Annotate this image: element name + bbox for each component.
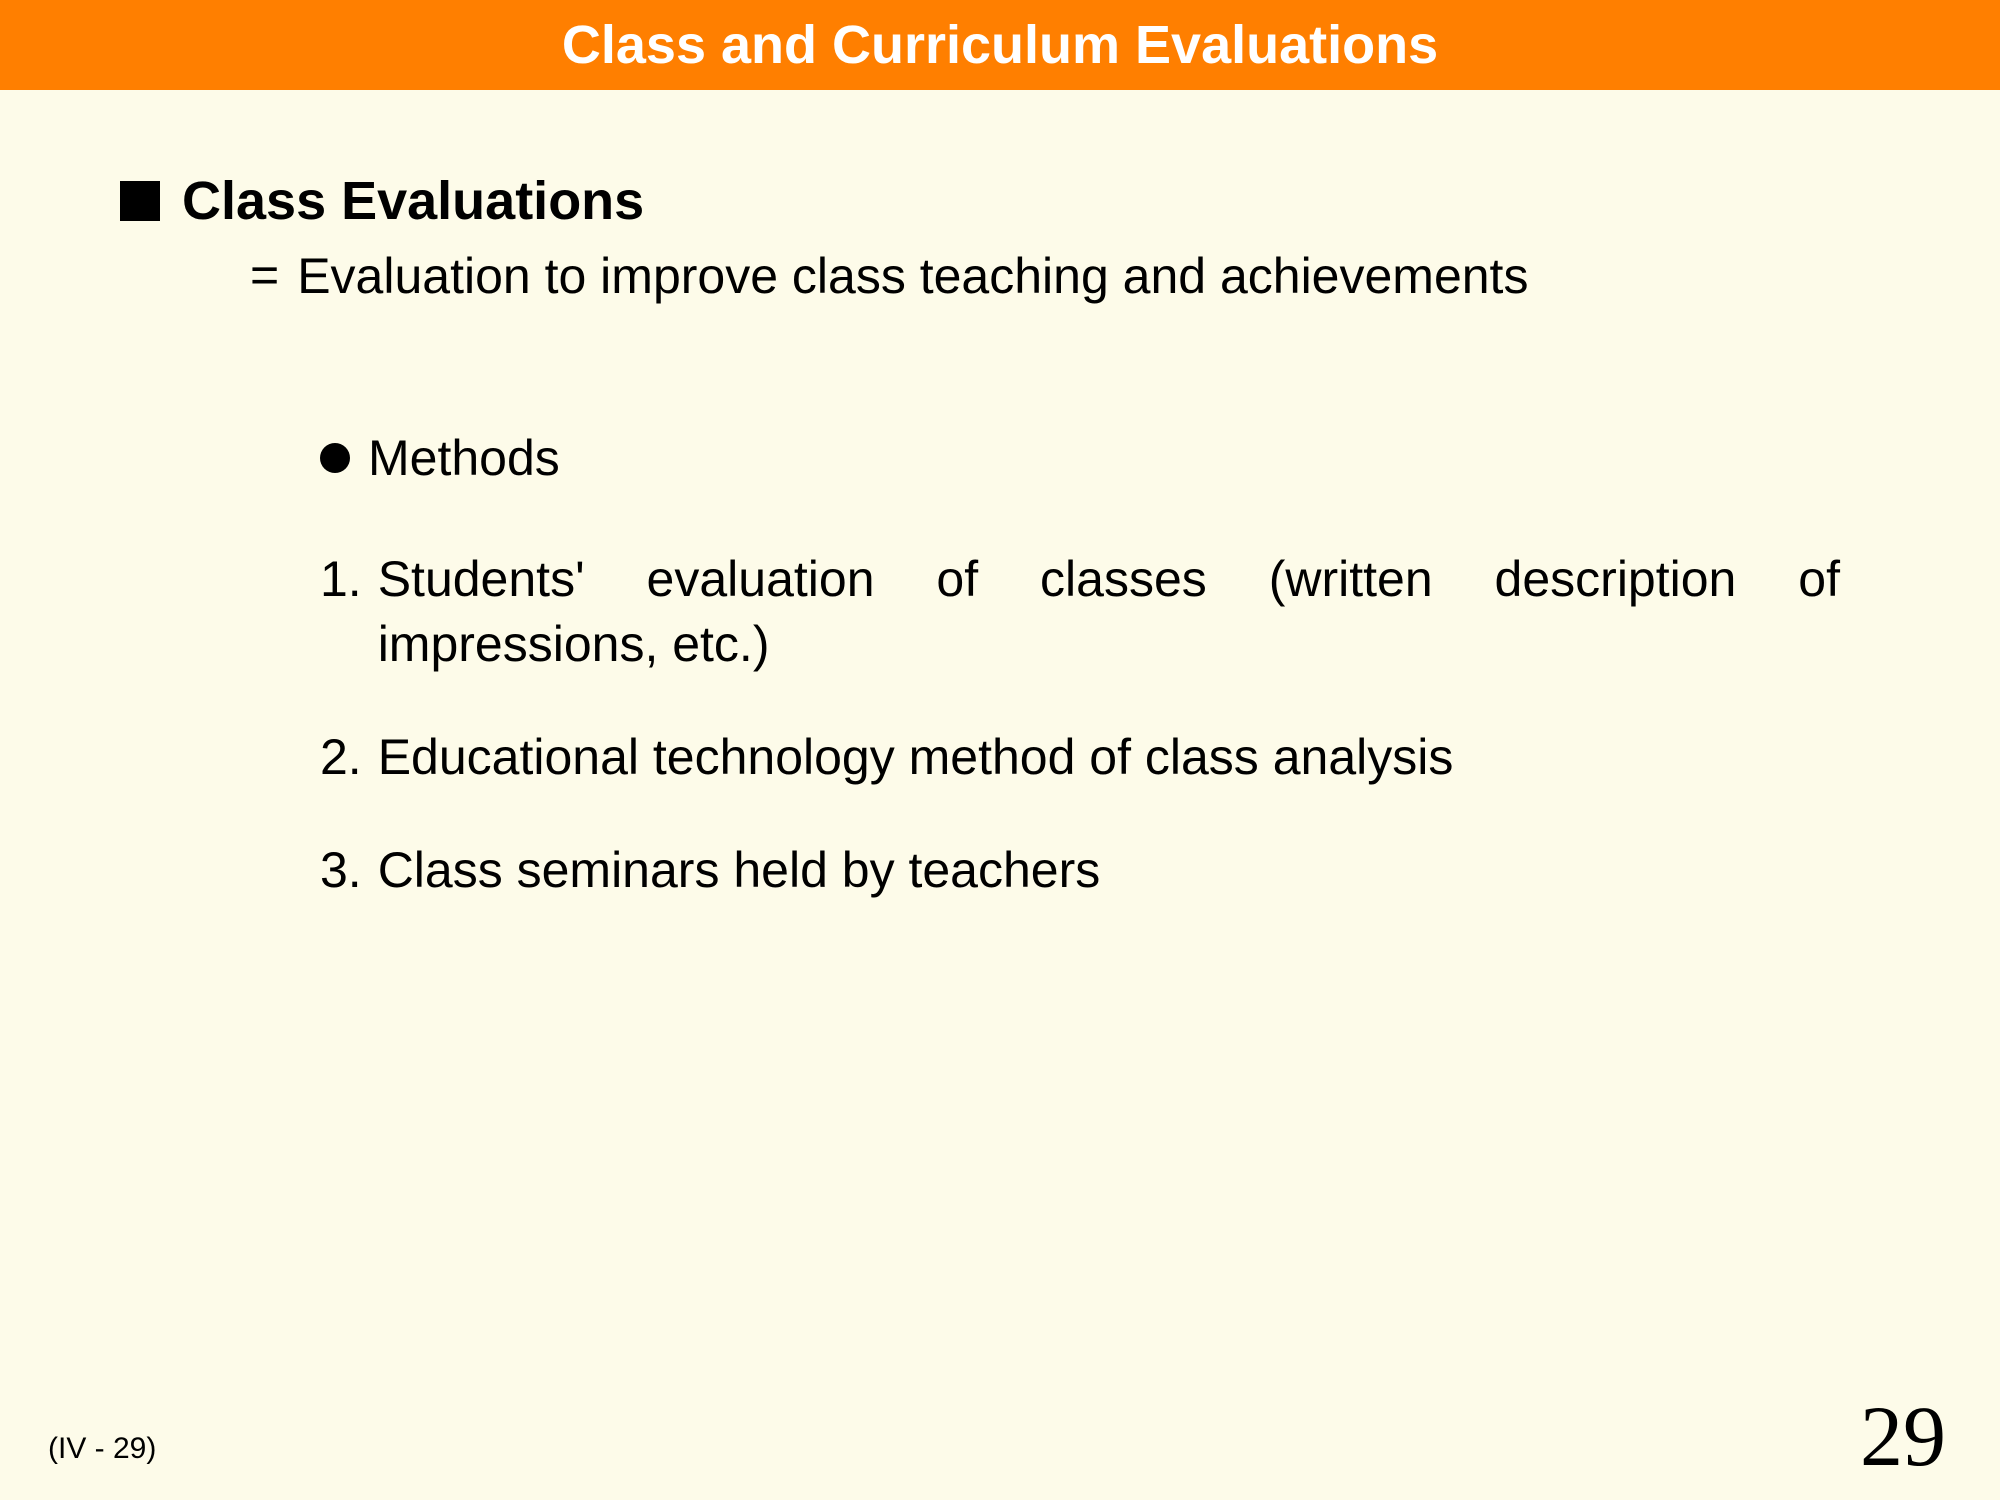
item-number: 3.	[320, 838, 362, 903]
page-number: 29	[1860, 1386, 1946, 1486]
equals-symbol: =	[250, 244, 279, 307]
methods-heading-row: Methods	[320, 429, 1840, 487]
methods-block: Methods 1. Students' evaluation of class…	[320, 429, 1840, 903]
list-item: 2. Educational technology method of clas…	[320, 725, 1840, 790]
item-text: Educational technology method of class a…	[378, 725, 1840, 790]
item-text: Class seminars held by teachers	[378, 838, 1840, 903]
square-bullet-icon	[120, 181, 160, 221]
list-item: 3. Class seminars held by teachers	[320, 838, 1840, 903]
item-number: 1.	[320, 547, 362, 612]
slide-content: Class Evaluations = Evaluation to improv…	[0, 90, 2000, 903]
definition-row: = Evaluation to improve class teaching a…	[250, 244, 1840, 309]
circle-bullet-icon	[320, 443, 350, 473]
list-item: 1. Students' evaluation of classes (writ…	[320, 547, 1840, 677]
item-text: Students' evaluation of classes (written…	[378, 547, 1840, 677]
page-title: Class and Curriculum Evaluations	[0, 14, 2000, 76]
title-bar: Class and Curriculum Evaluations	[0, 0, 2000, 90]
section-heading: Class Evaluations	[182, 170, 644, 232]
definition-text: Evaluation to improve class teaching and…	[297, 244, 1840, 309]
section-heading-row: Class Evaluations	[120, 170, 1880, 232]
item-number: 2.	[320, 725, 362, 790]
methods-heading: Methods	[368, 429, 560, 487]
page-reference: (IV - 29)	[48, 1432, 156, 1466]
